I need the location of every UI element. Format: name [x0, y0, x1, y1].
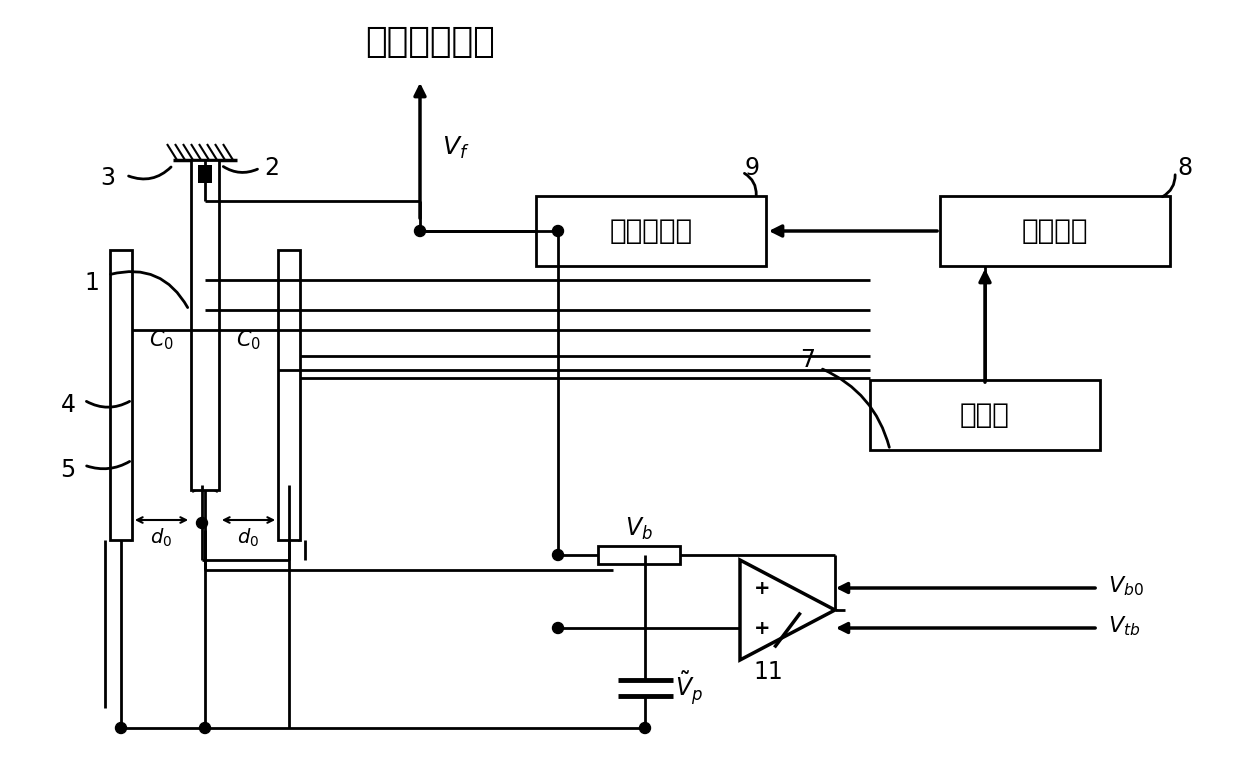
Bar	[278, 250, 300, 540]
Text: 3: 3	[100, 166, 115, 190]
Circle shape	[553, 226, 563, 237]
Text: $d_0$: $d_0$	[237, 527, 259, 549]
Text: 静电执行机: 静电执行机	[609, 217, 693, 245]
Text: 2: 2	[264, 156, 279, 180]
Text: $V_b$: $V_b$	[625, 516, 653, 542]
Circle shape	[196, 517, 207, 528]
Bar	[191, 160, 219, 490]
Text: 1: 1	[84, 271, 99, 295]
Circle shape	[553, 622, 563, 633]
Bar	[598, 546, 680, 564]
Text: 4: 4	[61, 393, 76, 417]
Bar	[870, 380, 1100, 450]
Polygon shape	[740, 560, 835, 660]
Text: $V_{b0}$: $V_{b0}$	[1109, 574, 1143, 598]
Text: $d_0$: $d_0$	[150, 527, 172, 549]
Bar	[198, 165, 212, 183]
Text: 9: 9	[744, 156, 759, 180]
Bar	[940, 196, 1171, 266]
Circle shape	[640, 723, 651, 734]
Circle shape	[200, 723, 211, 734]
Text: 加速度计输出: 加速度计输出	[365, 25, 495, 59]
Circle shape	[553, 550, 563, 561]
Text: $V_{tb}$: $V_{tb}$	[1109, 614, 1141, 638]
Text: 计算模块: 计算模块	[1022, 217, 1089, 245]
Text: +: +	[754, 619, 770, 637]
Text: $\tilde{V}_p$: $\tilde{V}_p$	[675, 670, 703, 707]
Bar	[536, 196, 766, 266]
Text: 7: 7	[801, 348, 816, 372]
Text: $V_f$: $V_f$	[441, 135, 470, 161]
Bar	[110, 250, 131, 540]
Text: 5: 5	[61, 458, 76, 482]
Text: 11: 11	[753, 660, 782, 684]
Text: $C_0$: $C_0$	[236, 328, 260, 352]
Text: 8: 8	[1178, 156, 1193, 180]
Text: +: +	[754, 579, 770, 597]
Text: 传感器: 传感器	[960, 401, 1009, 429]
Circle shape	[414, 226, 425, 237]
Circle shape	[115, 723, 126, 734]
Text: $C_0$: $C_0$	[149, 328, 174, 352]
